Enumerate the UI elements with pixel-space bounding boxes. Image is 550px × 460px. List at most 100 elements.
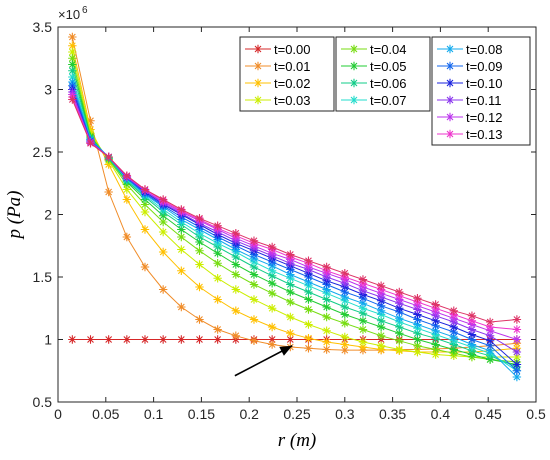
legend-label: t=0.03 <box>274 93 311 108</box>
data-point <box>195 237 204 247</box>
data-point <box>322 262 331 272</box>
data-point <box>413 294 422 303</box>
x-tick-label: 0.45 <box>475 406 502 422</box>
legend-item: t=0.01 <box>245 59 311 74</box>
x-tick-label: 0 <box>54 406 62 422</box>
data-point <box>195 335 204 344</box>
legend-box <box>431 36 531 146</box>
data-point <box>213 325 222 334</box>
data-point <box>376 301 386 310</box>
y-tick-label: 3 <box>44 82 52 98</box>
data-point <box>395 304 404 313</box>
data-point <box>512 325 522 334</box>
data-point <box>177 205 186 214</box>
legend-label: t=0.13 <box>466 127 503 142</box>
data-point <box>304 287 313 297</box>
legend-marker <box>349 61 359 71</box>
data-point <box>231 229 241 238</box>
data-point <box>395 336 404 345</box>
data-point <box>231 270 241 279</box>
data-point <box>512 335 522 344</box>
legend-item: t=0.04 <box>341 42 407 57</box>
data-point <box>68 335 77 344</box>
legend-label: t=0.08 <box>466 42 503 57</box>
x-axis-label: r (m) <box>278 430 317 451</box>
data-point <box>267 242 277 252</box>
data-point <box>340 310 349 319</box>
y-axis: 0.5 1 1.5 2 2.5 3 3.5 <box>33 19 536 410</box>
data-point <box>213 259 222 268</box>
x-tick-label: 0.15 <box>188 406 215 422</box>
data-point <box>395 314 404 323</box>
data-point <box>286 287 295 297</box>
data-point <box>104 152 113 162</box>
legend-marker <box>445 61 455 71</box>
data-point <box>177 232 186 242</box>
x-tick-label: 0.5 <box>526 406 546 422</box>
data-point <box>395 287 404 297</box>
legend-marker <box>349 44 359 54</box>
legend-label: t=0.04 <box>370 42 407 57</box>
data-point <box>267 271 277 280</box>
data-point <box>358 304 368 313</box>
legend-item: t=0.02 <box>245 76 311 91</box>
data-point <box>140 207 150 217</box>
data-point <box>358 299 368 308</box>
data-point <box>304 295 313 304</box>
data-point <box>286 329 295 338</box>
legend-item: t=0.12 <box>437 110 503 125</box>
legend-label: t=0.05 <box>370 59 407 74</box>
legend-label: t=0.06 <box>370 76 407 91</box>
data-point <box>267 289 277 298</box>
data-point <box>140 262 150 272</box>
legend-marker <box>445 112 455 122</box>
data-point <box>449 306 458 315</box>
data-point <box>195 282 204 292</box>
data-point <box>158 335 168 344</box>
data-point <box>467 340 477 349</box>
data-point <box>286 280 295 289</box>
data-point <box>249 270 259 279</box>
data-point <box>231 306 241 315</box>
data-point <box>304 334 313 343</box>
data-point <box>68 95 77 104</box>
legend-marker <box>445 78 455 88</box>
legend: t=0.00 t=0.01 t=0.02 t=0.03 t=0.04 t=0.05 t=0.… <box>239 36 531 146</box>
data-point <box>431 340 440 349</box>
data-point <box>431 321 440 330</box>
data-point <box>158 285 168 294</box>
data-point <box>449 322 458 332</box>
data-point <box>322 326 331 335</box>
data-point <box>304 256 313 265</box>
data-point <box>213 249 222 258</box>
data-point <box>467 325 477 334</box>
x-tick-label: 0.25 <box>283 406 310 422</box>
data-point <box>195 260 204 269</box>
data-point <box>68 54 77 63</box>
data-point <box>449 345 458 354</box>
y-tick-label: 0.5 <box>33 394 53 410</box>
data-point <box>358 325 368 334</box>
data-point <box>86 335 95 344</box>
data-point <box>485 331 495 340</box>
data-point <box>358 309 368 318</box>
data-point <box>322 312 331 322</box>
data-point <box>231 252 241 262</box>
data-point <box>140 225 150 234</box>
data-point <box>340 302 349 312</box>
data-point <box>68 41 77 50</box>
legend-marker <box>253 61 263 71</box>
data-point <box>158 227 168 237</box>
legend-item: t=0.06 <box>341 76 407 91</box>
data-point <box>376 316 386 325</box>
data-point <box>485 341 495 350</box>
data-point <box>340 345 349 355</box>
data-point <box>249 315 259 324</box>
data-point <box>340 332 349 342</box>
data-point <box>286 250 295 259</box>
legend-label: t=0.07 <box>370 93 407 108</box>
data-point <box>322 285 331 294</box>
data-point <box>122 335 132 344</box>
data-point <box>286 270 295 279</box>
